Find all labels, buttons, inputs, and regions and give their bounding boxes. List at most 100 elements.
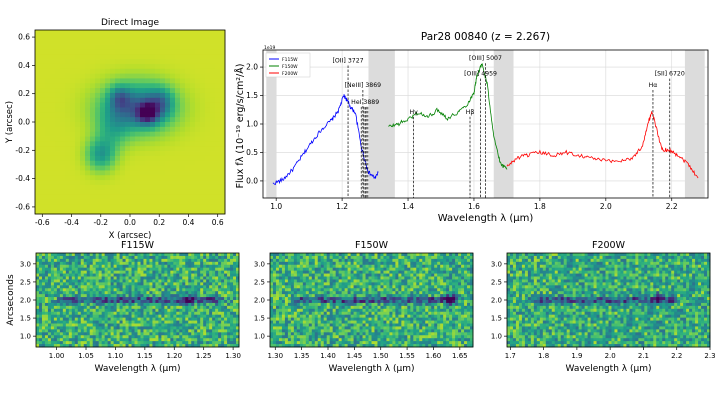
spectrum-pixel (284, 273, 289, 277)
spectrum-pixel (146, 294, 150, 298)
image-pixel (80, 165, 86, 171)
spectrum-pixel (323, 332, 328, 336)
spectrum-pixel (335, 294, 340, 298)
image-pixel (190, 122, 196, 128)
spectrum-pixel (101, 326, 106, 330)
spectrum-pixel (56, 320, 61, 324)
image-pixel (80, 68, 86, 74)
spectrum-pixel (176, 258, 180, 263)
spectrum-pixel (125, 270, 129, 274)
image-pixel (205, 34, 211, 41)
image-pixel (165, 73, 171, 79)
spectrum-pixel (227, 294, 231, 298)
spectrum-pixel (212, 270, 216, 274)
spectrum-pixel (125, 261, 129, 266)
image-pixel (215, 102, 221, 108)
spectrum-pixel (128, 302, 132, 307)
spectrum-pixel (359, 338, 363, 342)
image-pixel (100, 151, 106, 157)
image-pixel (90, 78, 96, 84)
spectrum-pixel (272, 258, 277, 263)
image-pixel (165, 102, 171, 108)
image-pixel (35, 146, 41, 152)
spectrum-pixel (215, 276, 219, 280)
spectrum-pixel (320, 335, 325, 339)
spectrum-pixel (305, 255, 310, 260)
image-pixel (95, 97, 101, 104)
spectrum-pixel (299, 302, 304, 307)
spectrum-pixel (152, 305, 156, 310)
image-pixel (185, 102, 191, 108)
spectrum-pixel (305, 317, 310, 321)
spectrum-pixel (320, 264, 325, 269)
image-pixel (60, 204, 66, 210)
spectrum-pixel (212, 279, 216, 283)
y-tick-label: 0.6 (18, 33, 30, 42)
image-pixel (140, 97, 146, 104)
spectrum-pixel (290, 264, 295, 269)
spectrum-pixel (122, 311, 126, 316)
spectrum-pixel (158, 341, 162, 345)
spectrum-pixel (218, 341, 222, 345)
spectrum-pixel (179, 288, 183, 292)
spectrum-pixel (311, 338, 316, 342)
spectrum-pixel (377, 300, 381, 304)
spectrum-pixel (281, 323, 286, 327)
image-pixel (120, 49, 126, 55)
spectrum-pixel (236, 300, 240, 304)
spectrum-pixel (47, 314, 52, 319)
spectrum-pixel (173, 258, 177, 263)
image-pixel (50, 151, 56, 157)
image-pixel (180, 184, 186, 191)
image-pixel (70, 107, 76, 113)
spectrum-pixel (122, 270, 126, 274)
spectrum-pixel (182, 288, 186, 292)
image-pixel (75, 160, 81, 166)
spectrum-pixel (281, 270, 286, 274)
spectrum-pixel (368, 314, 372, 319)
spectrum-pixel (143, 253, 147, 257)
spectrum-pixel (338, 314, 343, 319)
image-pixel (180, 78, 186, 84)
spectrum-pixel (143, 255, 147, 260)
spectrum-pixel (332, 344, 337, 348)
spectrum-pixel (278, 291, 283, 295)
image-pixel (65, 83, 71, 89)
spectrum-pixel (113, 282, 118, 286)
spectrum-pixel (371, 258, 375, 263)
spectrum-pixel (44, 294, 49, 298)
spectrum-pixel (149, 323, 153, 327)
spectrum-pixel (47, 344, 52, 348)
image-pixel (155, 78, 161, 84)
spectrum-pixel (290, 297, 295, 301)
spectrum-plot-area (266, 50, 705, 198)
spectrum-pixel (233, 305, 237, 310)
spectrum-pixel (356, 297, 360, 301)
spectrum-pixel (215, 323, 219, 327)
spectrum-pixel (197, 300, 201, 304)
spectrum-pixel (191, 282, 195, 286)
spectrum-pixel (344, 282, 349, 286)
spectrum-pixel (110, 335, 115, 339)
spectrum-pixel (335, 279, 340, 283)
spectrum-pixel (41, 294, 46, 298)
spectrum-pixel (116, 291, 120, 295)
image-pixel (140, 63, 146, 70)
image-pixel (120, 59, 126, 65)
spectrum-pixel (209, 273, 213, 277)
image-pixel (155, 194, 161, 200)
spectrum-pixel (338, 261, 343, 266)
image-pixel (105, 184, 111, 191)
image-pixel (90, 189, 96, 196)
image-pixel (115, 126, 121, 133)
spectrum-pixel (98, 255, 103, 260)
image-pixel (220, 136, 226, 142)
spectrum-pixel (224, 344, 228, 348)
image-pixel (75, 122, 81, 128)
image-pixel (135, 131, 141, 137)
spectrum-pixel (296, 291, 301, 295)
spectrum-pixel (329, 255, 334, 260)
spectrum-pixel (350, 311, 354, 316)
image-pixel (110, 131, 116, 137)
spectrum-pixel (158, 300, 162, 304)
